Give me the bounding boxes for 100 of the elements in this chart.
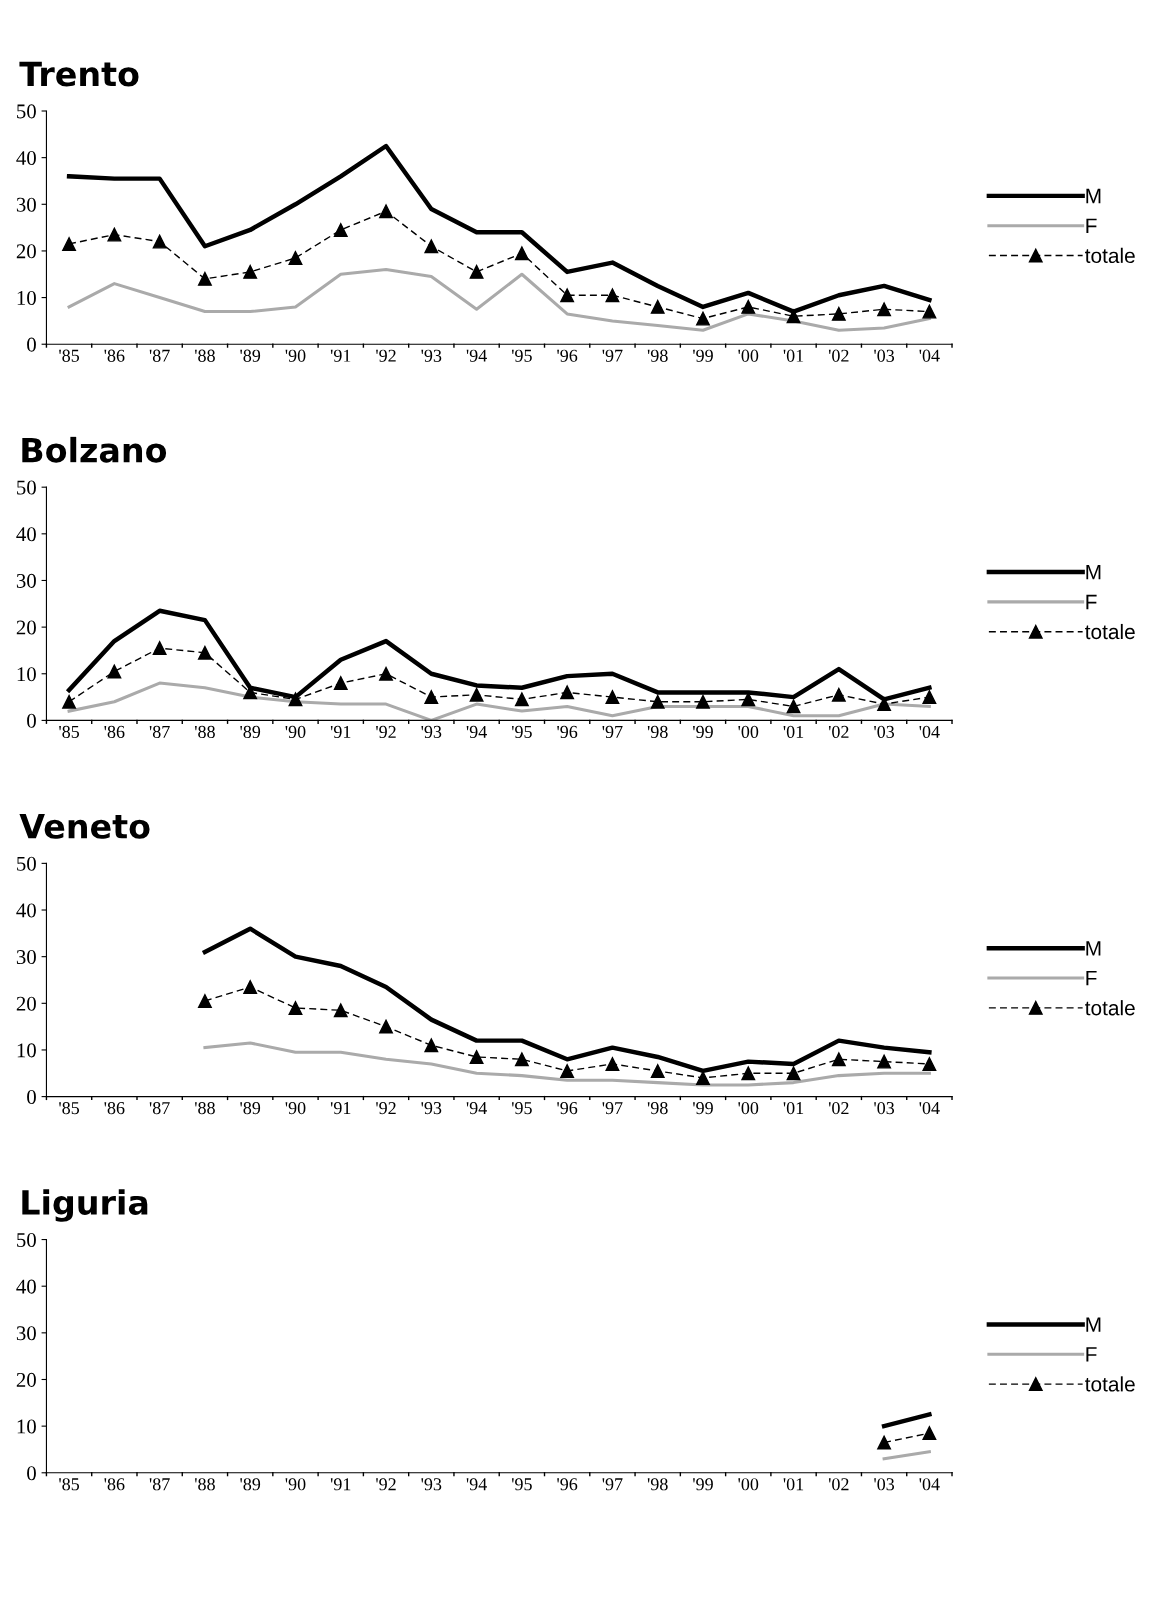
x-tick-label: '88	[195, 1478, 215, 1491]
y-tick-label: 20	[16, 1372, 36, 1387]
chart-title: Bolzano	[22, 436, 167, 463]
x-tick-label: '04	[919, 1101, 940, 1115]
point	[786, 699, 801, 714]
y-tick-label: 0	[27, 337, 36, 352]
x-tick-label: '00	[738, 725, 759, 738]
point	[107, 227, 122, 242]
x-tick-label: '93	[421, 349, 442, 362]
x-tick-label: '04	[919, 725, 940, 738]
x-tick-label: '89	[240, 1478, 261, 1491]
point	[786, 309, 801, 324]
line-series	[67, 681, 931, 721]
point	[152, 234, 167, 249]
point	[62, 694, 77, 709]
point	[877, 302, 892, 317]
x-tick-label: '88	[195, 349, 215, 362]
x-tick-label: '94	[466, 1102, 487, 1115]
y-tick-label: 50	[17, 1232, 36, 1247]
point	[514, 1052, 529, 1067]
x-tick-label: '01	[783, 349, 804, 362]
x-tick-label: '01	[783, 1101, 804, 1115]
point	[650, 694, 665, 709]
x-tick-label: '02	[828, 1101, 849, 1115]
y-tick-label: 10	[17, 1043, 36, 1058]
y-tick-label: 0	[27, 1089, 36, 1105]
x-tick-label: '92	[376, 349, 396, 362]
x-tick-label: '93	[421, 1102, 442, 1115]
point	[560, 1063, 575, 1078]
x-tick-label: '90	[285, 1478, 306, 1491]
x-tick-label: '99	[693, 349, 713, 362]
x-tick-label: '85	[59, 1478, 80, 1491]
x-tick-label: '89	[240, 349, 261, 362]
x-tick-label: '87	[149, 349, 170, 362]
x-tick-label: '97	[602, 1478, 623, 1491]
line-series	[203, 1041, 931, 1087]
point	[560, 288, 575, 303]
point	[831, 687, 846, 702]
x-tick-label: '03	[874, 1101, 895, 1115]
point	[650, 1063, 665, 1078]
x-tick-label: '98	[647, 725, 668, 738]
point	[197, 994, 212, 1008]
point	[514, 246, 529, 261]
x-tick-label: '87	[149, 1478, 170, 1491]
y-tick-label: 50	[17, 480, 36, 495]
point	[469, 1050, 484, 1064]
point	[288, 250, 303, 265]
x-tick-label: '92	[376, 725, 396, 738]
y-tick-label: 40	[16, 151, 36, 166]
x-tick-label: '03	[874, 1478, 895, 1491]
x-tick-label: '01	[783, 725, 804, 738]
point	[741, 692, 756, 707]
x-tick-label: '97	[602, 725, 623, 738]
point	[243, 685, 258, 700]
point	[288, 1001, 303, 1015]
x-tick-label: '98	[647, 1478, 668, 1491]
x-tick-label: '96	[557, 1478, 578, 1491]
point	[696, 694, 710, 709]
point	[152, 641, 167, 656]
x-tick-label: '89	[240, 1101, 261, 1115]
point	[696, 1070, 710, 1085]
x-tick-label: '97	[602, 1102, 623, 1115]
y-tick-label: 50	[17, 104, 36, 119]
y-tick-label: 40	[16, 1279, 36, 1294]
x-tick-label: '99	[693, 725, 713, 738]
y-tick-label: 0	[27, 1466, 36, 1481]
legend-label: M	[1086, 941, 1101, 956]
legend-label: totale	[1085, 1376, 1135, 1392]
point	[605, 1057, 620, 1071]
y-tick-label: 10	[17, 667, 36, 682]
point	[333, 1003, 348, 1018]
legend-label: totale	[1085, 623, 1135, 640]
point	[424, 239, 439, 254]
x-tick-label: '90	[285, 349, 306, 362]
point	[197, 271, 212, 286]
legend-label: F	[1086, 971, 1097, 986]
y-tick-label: 30	[16, 1326, 36, 1341]
x-tick-label: '88	[195, 1101, 215, 1115]
x-tick-label: '02	[828, 1478, 849, 1491]
point	[469, 687, 484, 702]
x-tick-label: '98	[647, 1101, 668, 1115]
legend-label: M	[1086, 188, 1101, 204]
chart-title: Liguria	[22, 1189, 148, 1222]
x-tick-label: '87	[149, 725, 170, 738]
x-tick-label: '04	[919, 1478, 940, 1491]
legend-label: F	[1086, 1347, 1097, 1362]
point	[786, 1066, 801, 1081]
point	[741, 299, 756, 314]
x-tick-label: '00	[738, 1478, 759, 1491]
x-tick-label: '85	[59, 1101, 80, 1115]
point	[197, 645, 212, 660]
x-tick-label: '95	[511, 1478, 532, 1491]
x-tick-label: '99	[693, 1102, 713, 1115]
y-tick-label: 20	[16, 620, 36, 635]
x-tick-label: '86	[104, 1101, 125, 1115]
y-tick-label: 40	[16, 527, 36, 542]
point	[424, 1038, 439, 1053]
x-tick-label: '86	[104, 349, 125, 362]
point	[831, 306, 846, 321]
chart-title: Veneto	[19, 814, 150, 839]
